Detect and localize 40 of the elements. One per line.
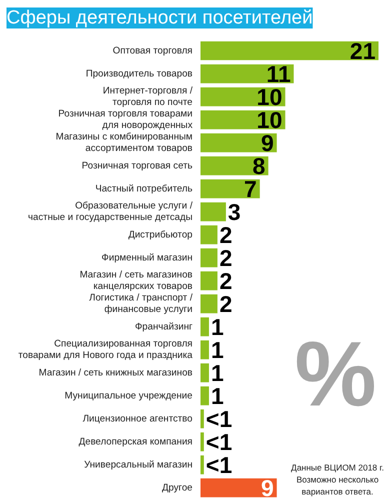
bar	[200, 317, 209, 336]
bar	[200, 340, 209, 360]
data-label: 9	[260, 474, 274, 500]
y-tick-label: Частный потребитель	[95, 183, 193, 194]
bar	[200, 478, 277, 498]
y-tick-label: Фирменный магазин	[102, 252, 193, 264]
y-tick-label: Магазин / сеть книжных магазинов	[38, 367, 193, 378]
y-tick-label: Франчайзинг	[134, 321, 193, 332]
y-tick-label: Розничная торговая сеть	[82, 160, 193, 172]
bar	[200, 363, 209, 382]
data-label: 21	[350, 38, 376, 64]
bar	[200, 455, 204, 474]
y-tick-label: Специализированная торговля товарами для Нового года и праздника	[18, 338, 194, 362]
y-tick-label: Девелоперская компания	[78, 436, 193, 448]
y-tick-label: Розничная торговля товарами для новорожденных	[58, 108, 193, 132]
y-tick-label: Универсальный магазин	[84, 459, 193, 470]
y-tick-label: Логистика / транспорт / финансовые услуги	[89, 292, 193, 316]
y-tick-label: Дистрибьютор	[128, 229, 193, 240]
bar	[200, 432, 204, 452]
bar	[200, 271, 218, 290]
y-tick-label: Магазины с комбинированным ассортиментом товаров	[56, 132, 193, 154]
y-tick-label: Другое	[162, 482, 193, 494]
annotation: %	[294, 324, 376, 426]
bar	[200, 248, 218, 268]
annotation: Данные ВЦИОМ 2018 г. Возможно несколько вариантов ответа.	[291, 462, 384, 496]
bar	[200, 225, 218, 244]
bar	[200, 202, 226, 222]
bar	[200, 41, 378, 60]
y-tick-label: Оптовая торговля	[112, 45, 193, 56]
y-tick-label: Лицензионное агентство	[82, 413, 193, 424]
bar	[200, 294, 218, 314]
y-tick-label: Муниципальное учреждение	[64, 390, 193, 402]
chart-title: Сферы деятельности посетителей	[6, 8, 313, 28]
y-tick-label: Производитель товаров	[86, 68, 193, 80]
bar	[200, 179, 260, 198]
y-tick-label: Интернет-торговля / торговля по почте	[102, 85, 193, 108]
bar	[200, 409, 204, 428]
y-tick-label: Образовательные услуги / частные и государственные детсады	[28, 200, 193, 224]
y-tick-label: Магазин / сеть магазинов канцелярских товаров	[80, 270, 193, 292]
bar	[200, 386, 209, 406]
